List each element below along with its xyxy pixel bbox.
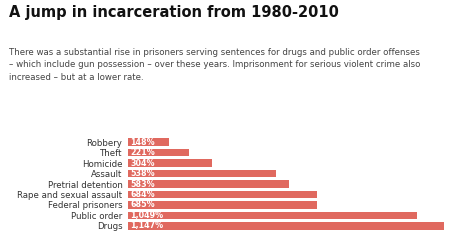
Bar — [128, 138, 169, 146]
Text: 538%: 538% — [130, 169, 155, 178]
Bar — [128, 149, 189, 156]
Bar — [128, 159, 212, 167]
Text: 304%: 304% — [130, 159, 155, 168]
Text: 685%: 685% — [130, 201, 155, 209]
Text: 1,049%: 1,049% — [130, 211, 164, 220]
Text: 684%: 684% — [130, 190, 155, 199]
Text: 221%: 221% — [130, 148, 155, 157]
Text: 583%: 583% — [130, 179, 155, 189]
Text: 1,147%: 1,147% — [130, 221, 164, 230]
Bar — [128, 222, 445, 230]
Bar — [128, 201, 317, 209]
Bar — [128, 212, 417, 219]
Text: There was a substantial rise in prisoners serving sentences for drugs and public: There was a substantial rise in prisoner… — [9, 48, 421, 82]
Text: A jump in incarceration from 1980-2010: A jump in incarceration from 1980-2010 — [9, 5, 339, 20]
Bar — [128, 170, 276, 177]
Text: 148%: 148% — [130, 138, 155, 147]
Bar — [128, 180, 289, 188]
Bar — [128, 191, 317, 198]
